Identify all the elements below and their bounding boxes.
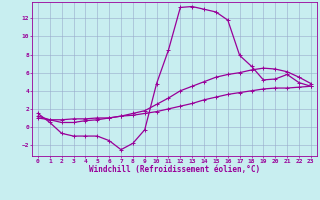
X-axis label: Windchill (Refroidissement éolien,°C): Windchill (Refroidissement éolien,°C) xyxy=(89,165,260,174)
